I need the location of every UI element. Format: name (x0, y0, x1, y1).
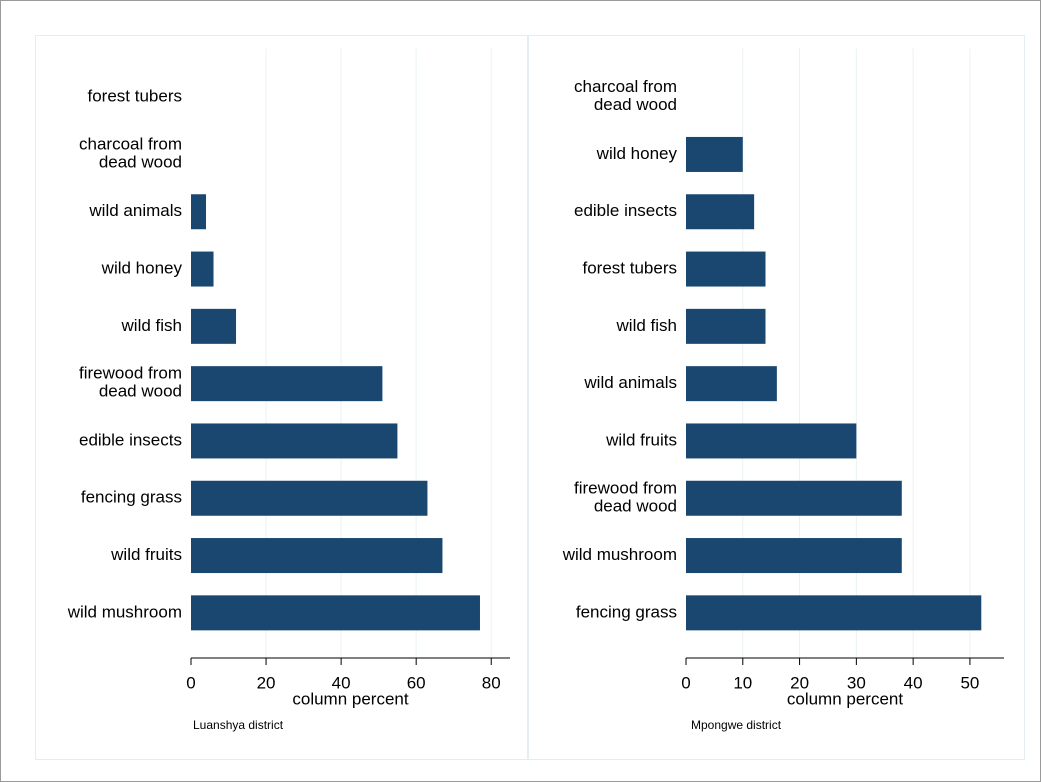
x-tick-label: 0 (681, 673, 690, 692)
bar (686, 423, 857, 459)
y-tick-label: wild fruits (110, 545, 182, 564)
y-tick-label: wild fish (121, 316, 182, 335)
y-tick-label: charcoal from dead wood (574, 78, 677, 115)
y-tick-label: forest tubers (583, 259, 678, 278)
x-tick-label: 10 (733, 673, 752, 692)
bar (686, 480, 902, 516)
y-tick-label: firewood from dead wood (574, 479, 677, 516)
x-tick-label: 50 (960, 673, 979, 692)
bar (191, 538, 443, 574)
y-tick-label: edible insects (574, 201, 677, 220)
x-tick-label: 0 (186, 673, 195, 692)
y-tick-label: edible insects (79, 430, 182, 449)
bar (191, 251, 214, 287)
x-tick-label: 60 (407, 673, 426, 692)
bar (191, 366, 383, 402)
bar (686, 595, 982, 631)
note: Mpongwe district (691, 718, 782, 732)
y-tick-label: wild animals (88, 201, 182, 220)
y-tick-label: forest tubers (88, 87, 183, 106)
bar (686, 308, 766, 344)
x-tick-label: 40 (904, 673, 923, 692)
y-tick-label: wild mushroom (562, 545, 677, 564)
bar (686, 194, 755, 230)
y-tick-label: wild fish (616, 316, 677, 335)
bar (191, 423, 398, 459)
x-tick-label: 40 (332, 673, 351, 692)
bar (191, 308, 237, 344)
y-tick-label: firewood from dead wood (79, 364, 182, 401)
y-tick-label: wild animals (583, 373, 677, 392)
bar (686, 366, 777, 402)
bar (686, 538, 902, 574)
x-tick-label: 20 (790, 673, 809, 692)
bar (686, 136, 743, 172)
bar (191, 480, 428, 516)
y-tick-label: wild mushroom (67, 602, 182, 621)
y-tick-label: charcoal from dead wood (79, 135, 182, 172)
x-tick-label: 30 (847, 673, 866, 692)
x-tick-label: 20 (257, 673, 276, 692)
x-tick-label: 80 (482, 673, 501, 692)
y-tick-label: fencing grass (81, 488, 182, 507)
bar (191, 194, 207, 230)
x-axis-title: column percent (292, 689, 409, 708)
y-tick-label: wild honey (101, 259, 183, 278)
note: Luanshya district (193, 718, 284, 732)
y-tick-label: wild fruits (605, 430, 677, 449)
y-tick-label: wild honey (596, 144, 678, 163)
bar (191, 595, 480, 631)
bar (686, 251, 766, 287)
y-tick-label: fencing grass (576, 602, 677, 621)
x-axis-title: column percent (787, 689, 904, 708)
